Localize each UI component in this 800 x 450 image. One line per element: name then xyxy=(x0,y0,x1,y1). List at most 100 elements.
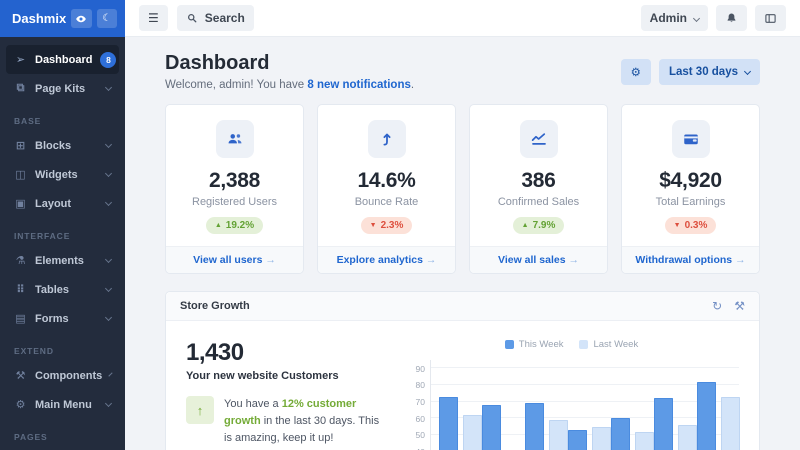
sidebar-item-components[interactable]: ⚒ Components xyxy=(6,361,119,390)
date-range-button[interactable]: Last 30 days xyxy=(658,58,760,85)
triangle-down-icon: ▼ xyxy=(673,222,681,229)
bar-last-week xyxy=(549,419,568,450)
growth-text-2: in the last 30 days. This is amazing, ke… xyxy=(224,415,380,445)
chevron-down-icon xyxy=(104,83,113,91)
brand-logo[interactable]: Dashmix xyxy=(12,11,67,26)
stat-label: Total Earnings xyxy=(655,196,726,208)
sidebar-item-dashboard[interactable]: ➢ Dashboard 8 xyxy=(6,45,119,74)
y-axis-tick-label: 60 xyxy=(415,413,425,424)
withdrawal-options-link[interactable]: Withdrawal options → xyxy=(622,246,759,273)
bar-this-week xyxy=(611,418,630,450)
stat-value: $4,920 xyxy=(659,169,722,192)
sidebar-item-label: Blocks xyxy=(35,139,72,152)
bar-this-week xyxy=(568,429,587,450)
bar-last-week xyxy=(463,414,482,450)
sidebar-item-main-menu[interactable]: ⚙ Main Menu xyxy=(6,390,119,419)
growth-alert: ↑ You have a 12% customer growth in the … xyxy=(186,396,384,447)
topbar-actions: Admin xyxy=(640,5,786,31)
admin-menu-button[interactable]: Admin xyxy=(640,5,708,31)
bounce-icon-tile xyxy=(367,120,406,158)
apps-panel-icon xyxy=(765,13,776,23)
sidebar-item-forms[interactable]: ▤ Forms xyxy=(6,304,119,333)
sidebar-nav: ➢ Dashboard 8 ⧉ Page Kits BASE ⊞ Blocks … xyxy=(0,37,125,450)
settings-button[interactable]: ⚙ xyxy=(620,58,651,85)
bars-container xyxy=(431,360,740,450)
y-axis-tick-label: 90 xyxy=(415,363,425,374)
welcome-suffix: . xyxy=(410,79,415,91)
stat-card-bounce-rate: 14.6% Bounce Rate ▼ 2.3% Explore analytic… xyxy=(317,104,456,274)
sidebar-item-widgets[interactable]: ◫ Widgets xyxy=(6,160,119,189)
legend-item: Last Week xyxy=(579,339,638,350)
notifications-button[interactable] xyxy=(716,5,747,31)
sidebar-section-base: BASE xyxy=(14,116,42,126)
sidebar-section-extend: EXTEND xyxy=(14,346,54,356)
sidebar-item-label: Widgets xyxy=(35,168,78,181)
explore-analytics-link[interactable]: Explore analytics → xyxy=(318,246,455,273)
bar-group xyxy=(654,398,697,450)
legend-label: Last Week xyxy=(593,339,639,350)
bar-last-week xyxy=(721,396,740,450)
delta-badge: ▲ 7.9% xyxy=(512,217,565,234)
bar-group xyxy=(439,396,482,450)
bar-group xyxy=(482,404,525,450)
table-icon: ⠿ xyxy=(16,284,25,296)
chart-legend: This Week Last Week xyxy=(404,339,739,350)
stat-label: Confirmed Sales xyxy=(497,196,580,208)
triangle-down-icon: ▼ xyxy=(369,222,377,229)
view-all-users-link[interactable]: View all users → xyxy=(166,246,303,273)
store-growth-body: 1,430 Your new website Customers ↑ You h… xyxy=(166,321,759,450)
gridline: 60 xyxy=(416,414,739,424)
link-label: Withdrawal options xyxy=(635,254,733,266)
page-hero: Dashboard Welcome, admin! You have 8 new… xyxy=(125,37,800,104)
stat-value: 2,388 xyxy=(208,169,261,192)
delta-badge: ▼ 0.3% xyxy=(664,217,717,234)
sidebar-style-toggle-button[interactable] xyxy=(71,9,92,28)
sidebar-item-elements[interactable]: ⚗ Elements xyxy=(6,246,119,275)
gear-icon: ⚙ xyxy=(15,399,26,411)
notifications-link[interactable]: 8 new notifications xyxy=(307,79,411,91)
side-overlay-button[interactable] xyxy=(755,5,786,31)
bar-group xyxy=(697,381,740,450)
arrow-right-icon: → xyxy=(568,254,579,266)
sidebar-item-label: Forms xyxy=(35,312,69,325)
delta-value: 0.3% xyxy=(684,220,708,231)
wrench-icon[interactable]: ⚒ xyxy=(734,299,745,313)
paper-plane-icon: ➢ xyxy=(15,54,26,66)
growth-highlight: 12% customer growth xyxy=(224,398,357,428)
legend-item: This Week xyxy=(504,339,563,350)
delta-badge: ▼ 2.3% xyxy=(360,217,413,234)
search-button[interactable]: Search xyxy=(176,5,254,31)
delta-badge: ▲ 19.2% xyxy=(205,217,264,234)
dark-mode-button[interactable]: ☾ xyxy=(96,9,117,28)
copy-icon: ⧉ xyxy=(16,82,25,94)
widgets-icon: ◫ xyxy=(15,169,26,181)
chevron-down-icon xyxy=(692,14,701,22)
layout-icon: ▣ xyxy=(15,198,26,210)
view-all-sales-link[interactable]: View all sales → xyxy=(470,246,607,273)
hero-actions: ⚙ Last 30 days xyxy=(620,58,760,85)
wallet-icon xyxy=(683,134,698,145)
arrow-turn-up-icon xyxy=(382,133,391,146)
sidebar-item-page-kits[interactable]: ⧉ Page Kits xyxy=(6,74,119,103)
bar-group xyxy=(568,426,611,450)
sidebar-item-layout[interactable]: ▣ Layout xyxy=(6,189,119,218)
chevron-down-icon xyxy=(104,313,113,321)
bar-this-week xyxy=(697,381,716,450)
bar-this-week xyxy=(654,398,673,450)
stat-label: Registered Users xyxy=(192,196,277,208)
sidebar-item-blocks[interactable]: ⊞ Blocks xyxy=(6,131,119,160)
sidebar-item-tables[interactable]: ⠿ Tables xyxy=(6,275,119,304)
refresh-icon[interactable]: ↻ xyxy=(712,299,723,313)
stat-label: Bounce Rate xyxy=(354,196,419,208)
store-growth-summary: 1,430 Your new website Customers ↑ You h… xyxy=(186,339,384,450)
sidebar-toggle-button[interactable]: ☰ xyxy=(139,5,168,31)
arrow-right-icon: → xyxy=(265,254,276,266)
panel-tools: ↻ ⚒ xyxy=(712,300,745,312)
sidebar-section-interface: INTERFACE xyxy=(14,231,71,241)
hamburger-icon: ☰ xyxy=(148,11,159,25)
legend-swatch xyxy=(579,340,589,349)
page-title: Dashboard xyxy=(165,52,270,74)
stat-card-total-earnings: $4,920 Total Earnings ▼ 0.3% Withdrawal o… xyxy=(621,104,760,274)
